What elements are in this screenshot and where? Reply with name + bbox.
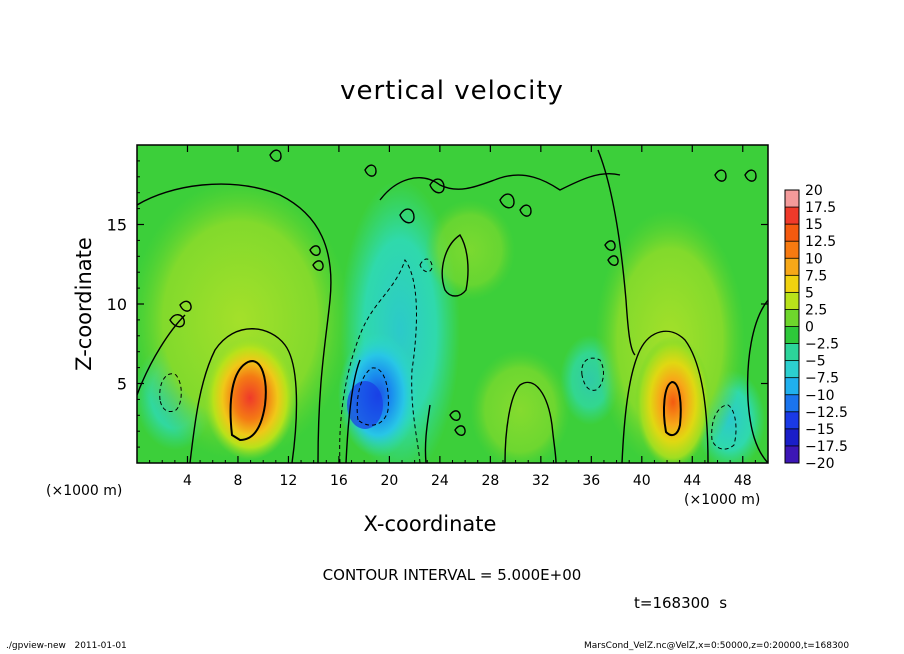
colorbar-label: 20 — [805, 183, 823, 199]
x-tick-label: 12 — [280, 473, 298, 489]
x-tick-label: 8 — [233, 473, 242, 489]
colorbar-swatch — [785, 241, 799, 259]
x-axis-label: X-coordinate — [363, 512, 497, 536]
x-tick-label: 24 — [431, 473, 449, 489]
updraft-core-left — [204, 336, 296, 460]
colorbar-swatch — [785, 377, 799, 396]
y-axis: 5 10 15 — [107, 160, 768, 448]
contour-interval: CONTOUR INTERVAL = 5.000E+00 — [322, 566, 582, 584]
chart-title: vertical velocity — [340, 76, 564, 106]
colorbar-swatch — [785, 207, 799, 225]
footer-right: MarsCond_VelZ.nc@VelZ,x=0:50000,z=0:2000… — [584, 641, 850, 651]
colorbar-label: 5 — [805, 285, 814, 301]
colorbar-swatch — [785, 428, 799, 447]
colorbar-swatch — [785, 275, 799, 293]
colorbar-swatch — [785, 292, 799, 310]
colorbar-label: 12.5 — [805, 234, 836, 250]
colorbar-swatch — [785, 309, 799, 327]
colorbar-label: −10 — [805, 388, 835, 404]
colorbar-label: 15 — [805, 217, 823, 233]
y-tick-label: 5 — [117, 375, 127, 394]
colorbar-label: 10 — [805, 251, 823, 267]
colorbar-label: −7.5 — [805, 371, 839, 387]
x-tick-label: 40 — [633, 473, 651, 489]
x-tick-label: 20 — [380, 473, 398, 489]
time-stamp: t=168300 s — [634, 594, 728, 612]
x-tick-label: 36 — [582, 473, 600, 489]
y-tick-label: 10 — [107, 295, 127, 314]
colorbar-swatch — [785, 190, 799, 208]
colorbar-label: −15 — [805, 422, 835, 438]
colorbar-swatch — [785, 258, 799, 276]
colorbar-swatch — [785, 394, 799, 413]
colorbar-label: −20 — [805, 456, 835, 472]
colorbar-label: −17.5 — [805, 439, 848, 455]
x-tick-label: 48 — [734, 473, 752, 489]
x-unit-left: (×1000 m) — [46, 483, 123, 499]
x-axis: 4 8 12 16 20 24 28 32 36 40 44 48 — [149, 145, 756, 489]
colorbar-swatch — [785, 360, 799, 379]
x-tick-label: 44 — [683, 473, 701, 489]
x-unit-right: (×1000 m) — [684, 492, 761, 508]
colorbar-label: −2.5 — [805, 337, 839, 353]
footer-left: ./gpview-new 2011-01-01 — [6, 641, 127, 651]
colorbar-label: 2.5 — [805, 302, 827, 318]
colorbar-label: −5 — [805, 354, 826, 370]
x-tick-label: 16 — [330, 473, 348, 489]
contour-lines — [137, 149, 768, 463]
colorbar-swatch — [785, 343, 799, 362]
negative-contours — [159, 258, 737, 463]
colorbar-swatch — [785, 224, 799, 242]
updraft-core-right — [635, 336, 711, 463]
velocity-field — [137, 145, 768, 463]
x-tick-label: 28 — [481, 473, 499, 489]
colorbar-swatch — [785, 326, 799, 345]
colorbar-label: 7.5 — [805, 268, 827, 284]
y-tick-label: 15 — [107, 216, 127, 235]
x-tick-label: 4 — [183, 473, 192, 489]
colorbar-swatch — [785, 411, 799, 430]
colorbar-label: 17.5 — [805, 200, 836, 216]
y-axis-label: Z-coordinate — [72, 237, 96, 371]
x-tick-label: 32 — [532, 473, 550, 489]
colorbar-label: −12.5 — [805, 405, 848, 421]
colorbar-swatch — [785, 445, 799, 464]
colorbar-label: 0 — [805, 320, 814, 336]
